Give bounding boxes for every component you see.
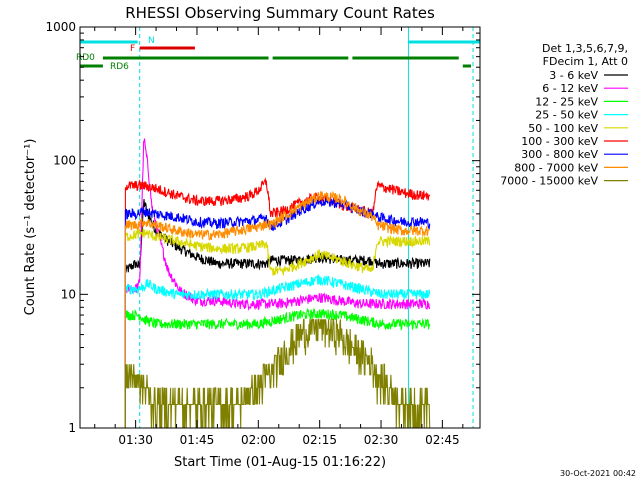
flag-label-rd6: RD6 [110, 62, 129, 72]
series-line-2 [124, 138, 431, 428]
series-line-6 [124, 177, 431, 428]
legend-entry-label: 12 - 25 keV [535, 95, 598, 108]
plot-frame [79, 26, 481, 429]
legend-entry-label: 300 - 800 keV [521, 148, 598, 161]
legend-header-2: FDecim 1, Att 0 [543, 55, 628, 68]
y-tick-label: 100 [53, 154, 76, 168]
x-tick-label: 02:30 [364, 433, 399, 447]
series-line-7 [124, 196, 431, 428]
y-tick-label: 1000 [45, 20, 76, 34]
x-tick-label: 02:00 [241, 433, 276, 447]
series-line-1 [124, 199, 431, 428]
legend-entry-label: 50 - 100 keV [528, 122, 598, 135]
legend-entry-label: 6 - 12 keV [542, 82, 598, 95]
x-axis-label: Start Time (01-Aug-15 01:16:22) [174, 455, 386, 470]
chart-title: RHESSI Observing Summary Count Rates [125, 4, 435, 22]
y-tick-label: 1 [68, 421, 76, 435]
legend-entry-label: 100 - 300 keV [521, 135, 598, 148]
flag-label-f: F [130, 44, 135, 54]
legend-entry-label: 3 - 6 keV [549, 69, 598, 82]
series-line-4 [124, 274, 431, 428]
x-tick-label: 02:45 [425, 433, 460, 447]
y-tick-label: 10 [61, 287, 76, 301]
series-line-3 [124, 307, 431, 428]
legend-header-1: Det 1,3,5,6,7,9, [542, 42, 628, 55]
x-tick-label: 02:15 [302, 433, 337, 447]
footer-date: 30-Oct-2021 00:42 [560, 469, 636, 478]
legend-entry-label: 7000 - 15000 keV [500, 175, 598, 188]
legend-entry-label: 25 - 50 keV [535, 109, 598, 122]
x-tick-label: 01:30 [118, 433, 153, 447]
x-tick-label: 01:45 [180, 433, 215, 447]
flag-label-rd0: RD0 [76, 53, 95, 63]
flag-label-n: N [148, 36, 155, 46]
series-line-5 [124, 227, 431, 428]
series-line-9 [124, 318, 431, 429]
y-axis-label: Count Rate (s⁻¹ detector⁻¹) [23, 139, 38, 316]
legend-entry-label: 800 - 7000 keV [514, 161, 598, 174]
series-line-8 [124, 190, 430, 428]
